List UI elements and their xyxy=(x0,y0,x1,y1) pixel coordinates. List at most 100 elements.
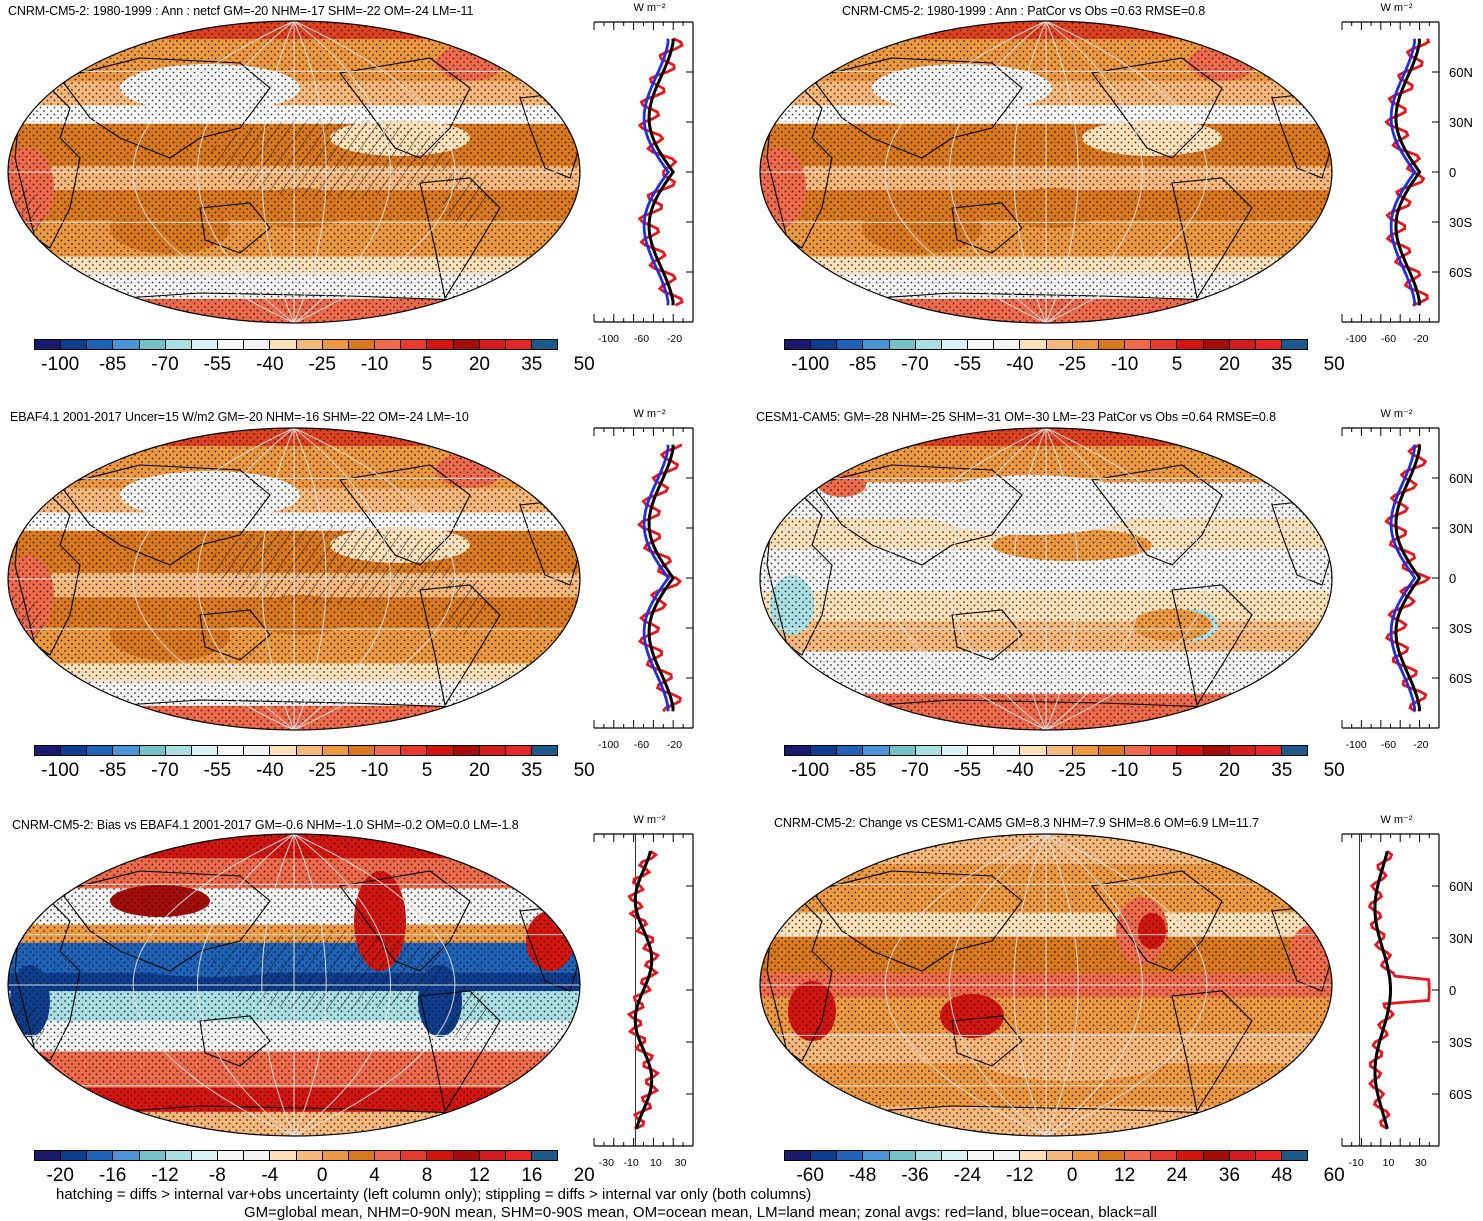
coastline xyxy=(14,900,81,1062)
coastline xyxy=(419,584,501,707)
colorbar-tick-label: 60 xyxy=(1323,1165,1345,1186)
colorbar-swatch xyxy=(968,1151,995,1160)
colorbar-swatch xyxy=(191,340,219,349)
colorbar-swatch xyxy=(1072,340,1099,349)
colorbar-swatch xyxy=(968,746,995,755)
zonal-xtick-label: -20 xyxy=(667,333,682,345)
zonal-lat-label: 60N xyxy=(1449,471,1473,486)
coastline xyxy=(951,609,1023,661)
colorbar-swatch xyxy=(165,746,192,755)
zonal-xtick-label: -60 xyxy=(1381,333,1396,345)
zonal-lat-label: 60N xyxy=(1449,879,1473,894)
colorbar-tick-label: -10 xyxy=(1110,760,1139,781)
colorbar-swatch xyxy=(348,1151,376,1160)
colorbar-tick-label: 50 xyxy=(1323,354,1345,375)
colorbar-tick-label: -10 xyxy=(360,760,389,781)
zonal-unit-label: W m⁻² xyxy=(633,2,665,14)
colorbar-tick-label: 0 xyxy=(316,1165,328,1186)
colorbar-tick-label: 50 xyxy=(573,354,595,375)
zonal-xtick-label: -60 xyxy=(634,739,649,751)
colorbar-swatch xyxy=(322,746,349,755)
zonal-curve-ocean xyxy=(642,38,671,306)
map-p2 xyxy=(759,20,1333,324)
coastline xyxy=(339,57,471,159)
zonal-xtick-label: -100 xyxy=(1346,333,1367,345)
colorbar-swatch xyxy=(941,1151,969,1160)
colorbar-tick-label: -12 xyxy=(151,1165,179,1186)
colorbar-tick-label: 20 xyxy=(468,354,490,375)
zonal-xtick-label: 30 xyxy=(675,1157,687,1169)
zonal-lat-label: 0 xyxy=(1449,983,1456,998)
coastline xyxy=(59,870,271,972)
colorbar-tick-label: -85 xyxy=(848,760,877,781)
colorbar-swatch xyxy=(87,340,114,349)
colorbar-tick-label: -25 xyxy=(1058,354,1086,375)
colorbar-swatch xyxy=(1255,1151,1282,1160)
colorbar-swatch xyxy=(218,746,245,755)
colorbar-swatch xyxy=(139,340,166,349)
coastline xyxy=(419,177,501,300)
colorbar-swatch xyxy=(915,1151,942,1160)
zonal-curve-land xyxy=(637,443,683,713)
colorbar-tick-label: -16 xyxy=(98,1165,127,1186)
zonal-unit-label: W m⁻² xyxy=(633,408,665,420)
colorbar-swatch xyxy=(375,1151,402,1160)
colorbar-swatch xyxy=(941,340,969,349)
colorbar-swatch xyxy=(61,1151,88,1160)
coastline xyxy=(951,1015,1023,1067)
zonal-plot-p1: W m⁻² -100 -60 -20 xyxy=(593,2,694,345)
zonal-xtick-label: 30 xyxy=(1415,1157,1427,1169)
zonal-lat-label: 30S xyxy=(1449,1035,1472,1050)
colorbar-tick-label: 50 xyxy=(573,760,595,781)
colorbar-tick-label: 20 xyxy=(468,760,490,781)
coastline xyxy=(811,464,1023,566)
zonal-lat-label: 0 xyxy=(1449,165,1456,180)
coastline xyxy=(1171,990,1253,1113)
colorbar-swatch xyxy=(453,1151,480,1160)
colorbar-tick-label: -8 xyxy=(208,1165,226,1186)
colorbar-tick-label: -10 xyxy=(1110,354,1139,375)
colorbar-swatch xyxy=(218,340,245,349)
panel-title-p6: CNRM-CM5-2: Change vs CESM1-CAM5 GM=8.3 … xyxy=(774,816,1259,830)
colorbar-swatch xyxy=(113,1151,140,1160)
colorbar-p6 xyxy=(784,1150,1308,1161)
colorbar-swatch xyxy=(1125,1151,1152,1160)
colorbar-tick-label: -85 xyxy=(848,354,877,375)
zonal-xtick-label: -20 xyxy=(1413,333,1428,345)
colorbar-tick-label: 8 xyxy=(421,1165,433,1186)
colorbar-tick-label: -36 xyxy=(901,1165,929,1186)
colorbar-swatch xyxy=(1125,340,1152,349)
colorbar-tick-label: 20 xyxy=(1218,354,1240,375)
colorbar-swatch xyxy=(1203,1151,1230,1160)
colorbar-swatch xyxy=(863,340,890,349)
panel-title-p5: CNRM-CM5-2: Bias vs EBAF4.1 2001-2017 GM… xyxy=(12,818,519,832)
colorbar-tick-label: -20 xyxy=(46,1165,74,1186)
colorbar-swatch xyxy=(139,746,166,755)
zonal-curve-all xyxy=(647,38,676,306)
colorbar-swatch xyxy=(1046,1151,1073,1160)
colorbar-p5 xyxy=(34,1150,558,1161)
colorbar-tick-label: 35 xyxy=(521,354,543,375)
zonal-curve-ocean xyxy=(642,444,671,712)
colorbar-tick-label: 36 xyxy=(1218,1165,1240,1186)
coastline xyxy=(59,57,271,159)
coastline xyxy=(1091,464,1223,566)
colorbar-tick-label: -55 xyxy=(203,354,232,375)
colorbar-swatch xyxy=(1098,1151,1126,1160)
coastline xyxy=(1091,870,1223,972)
colorbar-tick-label: -40 xyxy=(256,354,284,375)
colorbar-swatch xyxy=(1177,1151,1204,1160)
coastline xyxy=(766,900,833,1062)
colorbar-swatch xyxy=(453,340,480,349)
colorbar-swatch xyxy=(1229,1151,1256,1160)
colorbar-swatch xyxy=(322,340,349,349)
zonal-lat-label: 60S xyxy=(1449,671,1472,686)
colorbar-swatch xyxy=(244,746,271,755)
zonal-lat-label: 60N xyxy=(1449,65,1473,80)
colorbar-swatch xyxy=(113,746,140,755)
coastline xyxy=(339,870,471,972)
colorbar-swatch xyxy=(1125,746,1152,755)
colorbar-tick-label: -25 xyxy=(1058,760,1086,781)
colorbar-tick-label: -48 xyxy=(848,1165,877,1186)
colorbar-tick-label: 35 xyxy=(1271,760,1293,781)
